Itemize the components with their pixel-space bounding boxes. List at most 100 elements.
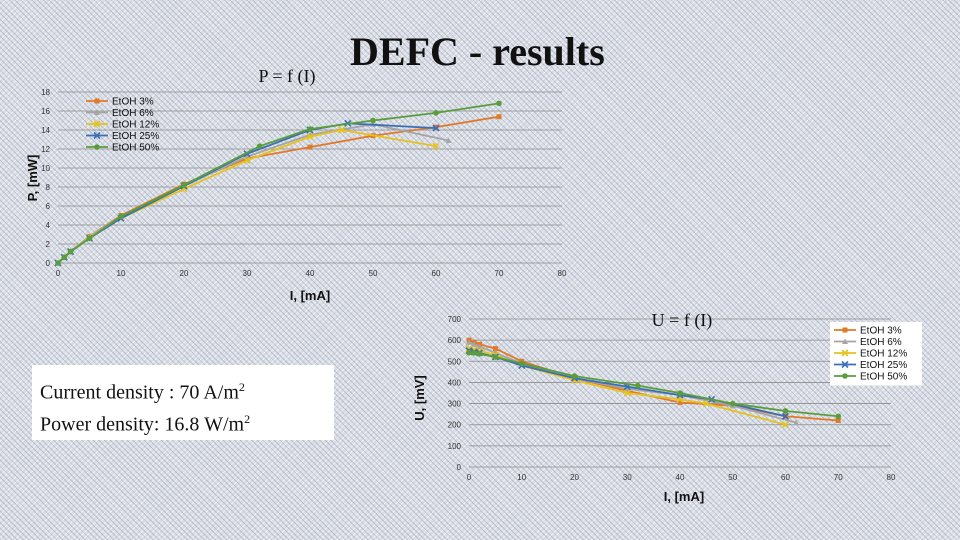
legend-label: EtOH 3% bbox=[112, 97, 154, 108]
x-tick-label: 30 bbox=[243, 269, 252, 278]
y-tick-label: 4 bbox=[46, 221, 51, 230]
y-tick-label: 700 bbox=[448, 315, 462, 324]
x-tick-label: 80 bbox=[887, 473, 896, 482]
data-point bbox=[370, 117, 376, 124]
data-point bbox=[307, 144, 313, 150]
y-tick-label: 6 bbox=[46, 202, 51, 211]
y-tick-label: 2 bbox=[46, 240, 51, 249]
legend-label: EtOH 6% bbox=[860, 337, 902, 348]
current-density-text: Current density : 70 A/m2 bbox=[40, 380, 245, 404]
x-tick-label: 40 bbox=[676, 473, 685, 482]
x-tick-label: 20 bbox=[180, 269, 189, 278]
density-info-box: Current density : 70 A/m2 Power density:… bbox=[32, 365, 334, 440]
series-5 bbox=[55, 100, 502, 266]
y-tick-label: 16 bbox=[41, 107, 50, 116]
x-tick-label: 50 bbox=[728, 473, 737, 482]
x-tick-label: 70 bbox=[834, 473, 843, 482]
data-point bbox=[243, 156, 251, 164]
data-point bbox=[782, 408, 789, 414]
data-point bbox=[476, 343, 483, 349]
series-line bbox=[468, 341, 797, 424]
data-point bbox=[496, 100, 502, 107]
y-tick-label: 400 bbox=[448, 378, 462, 387]
y-tick-label: 200 bbox=[448, 421, 462, 430]
data-point bbox=[729, 400, 736, 407]
data-point bbox=[471, 341, 478, 347]
x-tick-label: 30 bbox=[623, 473, 632, 482]
legend-swatch-marker bbox=[842, 373, 848, 379]
x-tick-label: 70 bbox=[495, 269, 504, 278]
data-point bbox=[244, 153, 250, 160]
data-point bbox=[793, 419, 800, 426]
data-point bbox=[677, 390, 683, 396]
y-tick-label: 600 bbox=[448, 336, 462, 345]
x-tick-label: 50 bbox=[369, 269, 378, 278]
legend-swatch-marker bbox=[841, 360, 849, 369]
data-point bbox=[337, 126, 346, 134]
chart-title: P = f (I) bbox=[259, 66, 316, 87]
slide-title: DEFC - results bbox=[350, 29, 605, 74]
y-tick-label: 0 bbox=[46, 259, 51, 268]
y-tick-label: 18 bbox=[41, 88, 50, 97]
legend-swatch-marker bbox=[842, 327, 848, 333]
data-point bbox=[571, 373, 578, 379]
y-tick-label: 300 bbox=[448, 400, 462, 409]
data-point bbox=[432, 124, 440, 132]
data-point bbox=[433, 110, 439, 116]
x-tick-label: 10 bbox=[117, 269, 126, 278]
legend-swatch-marker bbox=[94, 144, 100, 150]
series-5 bbox=[466, 350, 842, 420]
y-tick-label: 0 bbox=[457, 463, 462, 472]
data-point bbox=[55, 260, 61, 266]
y-tick-label: 500 bbox=[448, 357, 462, 366]
data-point bbox=[781, 412, 790, 420]
data-point bbox=[256, 143, 263, 149]
data-point bbox=[61, 254, 68, 261]
data-point bbox=[466, 339, 472, 345]
data-point bbox=[307, 126, 313, 132]
data-point bbox=[835, 413, 842, 420]
legend-swatch-marker bbox=[94, 109, 100, 115]
data-point bbox=[835, 417, 841, 423]
data-point bbox=[635, 382, 641, 389]
chart-title: U = f (I) bbox=[652, 310, 713, 331]
y-tick-label: 10 bbox=[41, 164, 50, 173]
data-point bbox=[181, 182, 187, 188]
data-point bbox=[781, 421, 790, 429]
y-axis-label: U, [mV] bbox=[412, 375, 427, 421]
x-tick-label: 0 bbox=[56, 269, 61, 278]
data-point bbox=[677, 400, 683, 406]
power-density-text: Power density: 16.8 W/m2 bbox=[40, 412, 251, 436]
data-point bbox=[492, 354, 499, 360]
y-tick-label: 100 bbox=[448, 442, 462, 451]
legend-label: EtOH 6% bbox=[112, 108, 154, 119]
y-tick-label: 8 bbox=[46, 183, 51, 192]
series-line bbox=[468, 339, 839, 422]
x-axis-label: I, [mA] bbox=[664, 489, 704, 504]
data-point bbox=[496, 114, 502, 120]
data-point bbox=[445, 137, 452, 143]
data-point bbox=[86, 235, 93, 242]
y-axis-label: P, [mW] bbox=[25, 155, 40, 202]
legend: EtOH 3%EtOH 6%EtOH 12%EtOH 25%EtOH 50% bbox=[86, 97, 159, 154]
data-point bbox=[306, 133, 314, 141]
legend-label: EtOH 25% bbox=[860, 360, 907, 371]
y-tick-label: 12 bbox=[41, 145, 50, 154]
data-point bbox=[476, 351, 483, 357]
legend-label: EtOH 12% bbox=[112, 120, 159, 131]
legend-label: EtOH 50% bbox=[112, 143, 159, 154]
data-point bbox=[492, 346, 498, 352]
legend-label: EtOH 12% bbox=[860, 349, 907, 360]
x-tick-label: 80 bbox=[558, 269, 567, 278]
x-tick-label: 0 bbox=[467, 473, 472, 482]
data-point bbox=[432, 142, 440, 150]
legend-swatch-marker bbox=[93, 131, 101, 140]
x-tick-label: 40 bbox=[306, 269, 315, 278]
data-point bbox=[67, 248, 74, 255]
legend-label: EtOH 50% bbox=[860, 372, 907, 383]
legend-swatch-marker bbox=[93, 120, 101, 128]
data-point bbox=[624, 385, 631, 392]
x-tick-label: 20 bbox=[570, 473, 579, 482]
